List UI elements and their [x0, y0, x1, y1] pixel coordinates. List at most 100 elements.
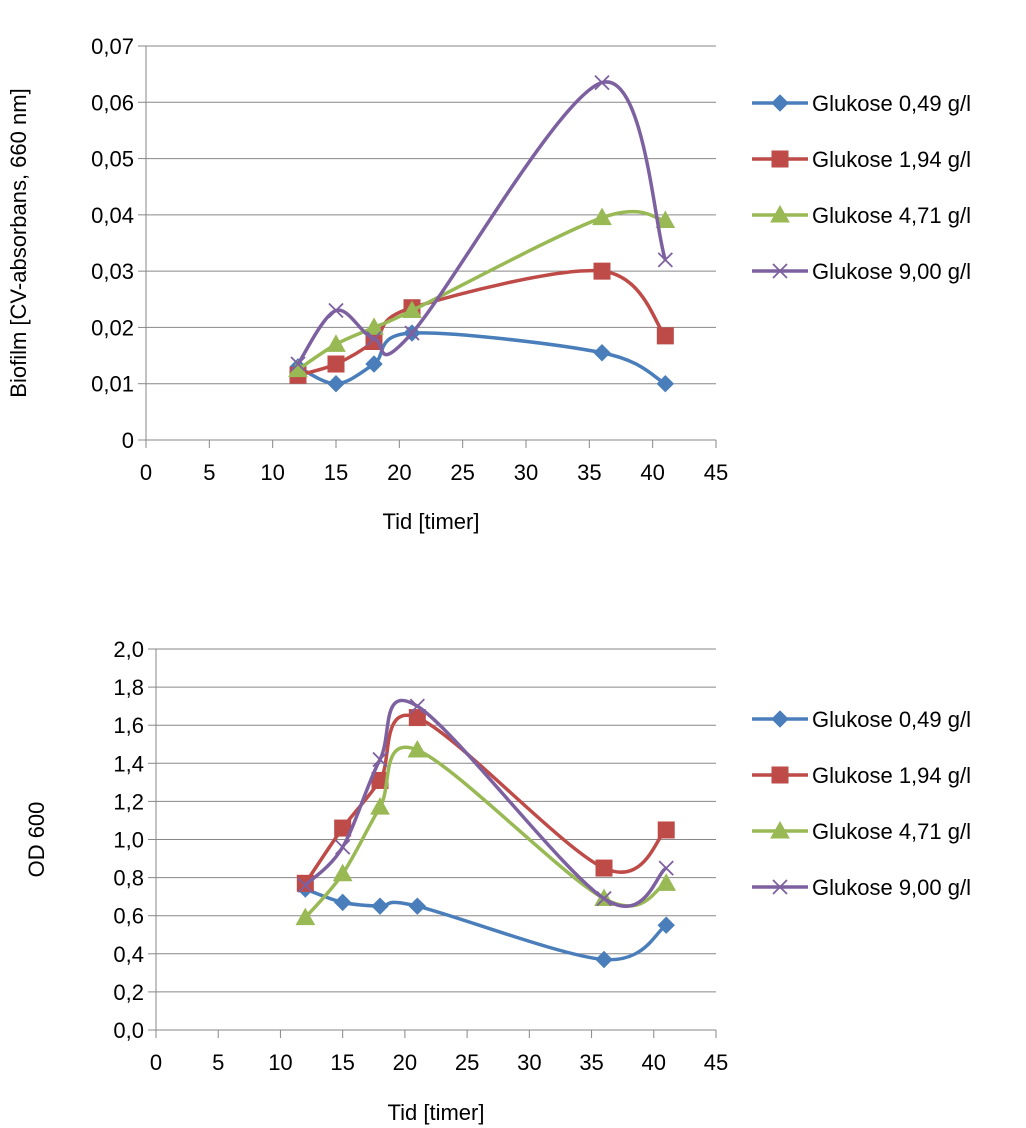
data-point: [327, 375, 345, 393]
x-tick-label: 35: [579, 1050, 603, 1075]
x-tick-label: 20: [387, 460, 411, 485]
data-point: [656, 375, 675, 393]
data-point: [372, 751, 388, 768]
data-point: [290, 356, 306, 372]
y-tick-labels: 0 0,01 0,02 0,03 0,04 0,05 0,06 0,07: [91, 34, 134, 453]
data-point: [297, 877, 313, 893]
data-point: [657, 252, 673, 268]
legend-marker: [771, 150, 789, 168]
x-tick-label: 35: [577, 460, 601, 485]
series-line: [297, 331, 667, 386]
data-point: [658, 860, 674, 876]
x-tick-label: 20: [393, 1050, 417, 1075]
x-tick-label: 15: [330, 1050, 354, 1075]
data-point: [326, 334, 346, 352]
data-point: [593, 344, 611, 362]
legend-marker: [772, 263, 788, 279]
series-lines: [295, 698, 677, 969]
legend: Glukose 0,49 g/l Glukose 1,94 g/l Glukose …: [752, 707, 971, 900]
y-tick-label: 0,4: [113, 942, 144, 967]
series-4: [290, 74, 673, 372]
series-4: [297, 698, 674, 908]
data-point: [365, 355, 383, 373]
data-point: [594, 74, 610, 91]
legend-item: Glukose 1,94 g/l: [752, 763, 971, 788]
x-axis-label: Tid [timer]: [383, 509, 480, 534]
y-tick-label: 0,0: [113, 1018, 144, 1043]
x-tick-label: 25: [455, 1050, 479, 1075]
data-point: [366, 331, 382, 347]
od600-chart: 0 5 10 15 20 25 30 35 40 45 0,0 0,2 0,4 0,6 0,8 1,0 1,2…: [24, 637, 971, 1125]
x-tick-label: 10: [268, 1050, 292, 1075]
y-tick-labels: 0,0 0,2 0,4 0,6 0,8 1,0 1,2 1,4 1,6 1,8 2,0: [113, 637, 144, 1043]
legend-label: Glukose 1,94 g/l: [812, 147, 971, 172]
x-tick-labels: 0 5 10 15 20 25 30 35 40 45: [140, 460, 728, 485]
y-tick-label: 0,01: [91, 372, 134, 397]
data-point: [656, 873, 677, 891]
data-point: [404, 325, 420, 341]
series-3: [288, 207, 676, 378]
series-2: [289, 262, 674, 384]
x-tick-label: 0: [140, 460, 152, 485]
data-point: [364, 317, 384, 335]
x-tick-label: 10: [260, 460, 284, 485]
y-tick-label: 1,8: [113, 675, 144, 700]
y-tick-label: 0,8: [113, 866, 144, 891]
legend-label: Glukose 0,49 g/l: [812, 91, 971, 116]
legend-label: Glukose 4,71 g/l: [812, 819, 971, 844]
series-lines: [288, 74, 676, 393]
data-point: [333, 893, 352, 912]
x-tick-label: 30: [517, 1050, 541, 1075]
y-tick-label: 0,2: [113, 980, 144, 1005]
y-tick-label: 0,05: [91, 147, 134, 172]
y-tick-label: 0,02: [91, 315, 134, 340]
data-point: [409, 698, 425, 714]
data-point: [657, 916, 675, 934]
data-point: [370, 797, 390, 815]
y-tick-label: 2,0: [113, 637, 144, 662]
x-tick-label: 45: [704, 1050, 728, 1075]
data-point: [402, 300, 422, 319]
legend-label: Glukose 9,00 g/l: [812, 875, 971, 900]
x-tick-label: 25: [450, 460, 474, 485]
data-point: [655, 210, 676, 228]
legend-item: Glukose 9,00 g/l: [752, 875, 971, 900]
y-tick-label: 1,0: [113, 828, 144, 853]
y-tick-label: 0,04: [91, 203, 134, 228]
gridlines: [146, 45, 716, 385]
data-point: [295, 907, 316, 926]
data-point: [408, 897, 427, 915]
data-point: [407, 739, 428, 758]
series-line: [304, 887, 668, 962]
biofilm-chart: 0 5 10 15 20 25 30 35 40 45 0 0,01 0,02 0,03 0,04 0,05…: [6, 34, 971, 534]
x-tick-label: 45: [704, 460, 728, 485]
data-point: [596, 890, 612, 907]
y-tick-label: 0,06: [91, 90, 134, 115]
y-tick-label: 0,6: [113, 904, 144, 929]
x-tick-label: 5: [203, 460, 215, 485]
x-tick-label: 5: [212, 1050, 224, 1075]
x-tick-label: 0: [150, 1050, 162, 1075]
legend-label: Glukose 1,94 g/l: [812, 763, 971, 788]
data-point: [332, 863, 353, 882]
y-tick-label: 1,4: [113, 751, 144, 776]
data-point: [371, 897, 389, 915]
data-point: [595, 859, 613, 877]
y-tick-label: 1,2: [113, 789, 144, 814]
gridlines: [156, 648, 716, 993]
x-tick-label: 40: [640, 460, 664, 485]
x-tick-label: 15: [324, 460, 348, 485]
legend-item: Glukose 1,94 g/l: [752, 147, 971, 172]
legend-label: Glukose 4,71 g/l: [812, 203, 971, 228]
y-tick-label: 0,07: [91, 34, 134, 59]
data-point: [328, 302, 344, 319]
data-point: [595, 950, 613, 969]
axes: [148, 648, 717, 1038]
legend-marker: [771, 766, 789, 784]
data-point: [327, 355, 345, 373]
legend-marker: [771, 710, 789, 728]
y-tick-label: 0: [122, 428, 134, 453]
legend-marker: [772, 879, 788, 895]
x-tick-label: 30: [514, 460, 538, 485]
y-axis-label: Biofilm [CV-absorbans, 660 nm]: [6, 88, 31, 397]
